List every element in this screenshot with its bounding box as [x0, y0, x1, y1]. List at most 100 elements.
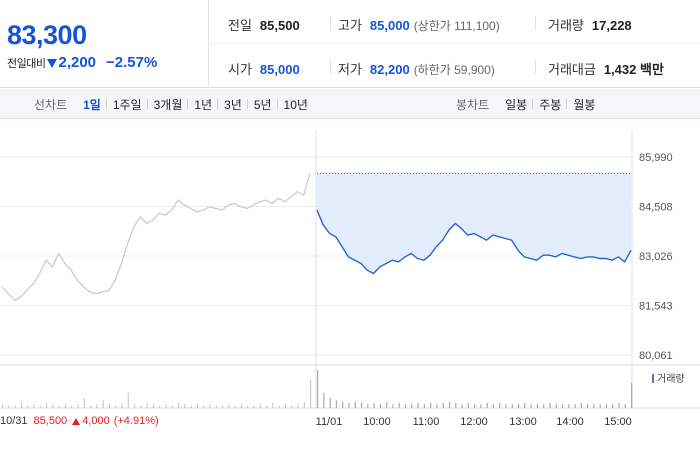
tab-monthly-candle[interactable]: 월봉: [566, 96, 601, 113]
volume-bar: [455, 402, 457, 408]
volume-bar: [184, 404, 186, 408]
upper-limit: (상한가 111,100): [413, 19, 500, 33]
volume-bar: [266, 405, 268, 408]
volume-bar: [543, 404, 545, 408]
price-chart-svg: 85,990 84,508 83,026 81,543 80,061 거래량 11/01 10…: [0, 130, 700, 428]
volume-value: 17,228: [591, 18, 632, 33]
volume-bar: [474, 404, 476, 408]
prev-close-value: 85,500: [259, 18, 300, 33]
volume-bar: [310, 380, 312, 408]
volume-bar: [108, 404, 111, 408]
divider: [535, 60, 536, 74]
low-value: 82,200: [369, 62, 410, 77]
below-prev-close-area: [317, 173, 631, 274]
price-axis-label: 80,061: [639, 350, 673, 362]
volume-bar: [39, 405, 41, 408]
volume-bar: [480, 404, 482, 408]
volume-cell: 거래량 17,228: [548, 15, 632, 34]
info-row-1: 전일 85,500 고가 85,000 (상한가 111,100) 거래량 17…: [210, 0, 700, 44]
volume-bar: [461, 404, 463, 408]
volume-bar: [605, 404, 608, 408]
volume-bar: [524, 402, 526, 408]
volume-bar: [631, 382, 633, 408]
price-chart[interactable]: 85,990 84,508 83,026 81,543 80,061 거래량 11/01 10…: [0, 120, 700, 450]
tab-3year[interactable]: 3년: [217, 96, 248, 113]
tab-10year[interactable]: 10년: [276, 96, 314, 113]
candle-chart-title: 봉차트: [456, 97, 490, 112]
volume-bar: [373, 402, 375, 408]
volume-bar: [52, 404, 54, 408]
info-row-2: 시가 85,000 저가 82,200 (하한가 59,900) 거래대금 1,…: [210, 44, 700, 88]
change-label: 전일대비: [7, 57, 46, 70]
volume-bar: [354, 401, 356, 408]
volume-bar: [348, 402, 350, 408]
change-rate: −2.57%: [106, 54, 158, 71]
tab-1year[interactable]: 1년: [187, 96, 218, 113]
tab-3month[interactable]: 3개월: [146, 96, 189, 113]
volume-label: 거래량: [548, 18, 584, 33]
tab-1week[interactable]: 1주일: [105, 96, 148, 113]
tab-weekly-candle[interactable]: 주봉: [532, 96, 567, 113]
volume-bar: [58, 405, 60, 408]
volume-bar: [196, 404, 199, 408]
amount-label: 거래대금: [548, 62, 596, 77]
volume-bar: [190, 405, 192, 408]
volume-bar: [272, 402, 274, 408]
volume-bar: [361, 402, 363, 408]
volume-bar: [228, 404, 230, 408]
volume-bar: [574, 404, 576, 408]
volume-bar: [492, 404, 494, 408]
volume-bar: [121, 402, 123, 408]
volume-bar: [297, 404, 299, 408]
volume-bar: [417, 402, 419, 408]
volume-bar: [77, 404, 79, 408]
volume-bar: [90, 405, 92, 408]
time-axis-label: 13:00: [509, 416, 537, 428]
volume-bar: [127, 392, 129, 408]
volume-bar: [329, 397, 331, 408]
current-price-box: 83,300 전일대비 2,200 −2.57%: [0, 0, 209, 88]
volume-bar: [568, 404, 570, 408]
high-cell: 고가 85,000 (상한가 111,100): [338, 15, 500, 34]
volume-bar: [159, 405, 161, 408]
volume-bar: [222, 405, 224, 408]
volume-bar: [102, 400, 104, 408]
volume-bar: [580, 402, 582, 408]
volume-bar: [411, 404, 413, 408]
volume-bar: [593, 404, 595, 408]
volume-bar: [555, 404, 557, 408]
time-axis-label: 14:00: [556, 416, 584, 428]
volume-bar: [14, 405, 16, 408]
candle-chart-tabs: 봉차트 일봉 주봉 월봉: [456, 89, 601, 119]
volume-legend-label: 거래량: [657, 373, 685, 385]
volume-bar: [20, 401, 23, 408]
line-chart-title: 선차트: [34, 97, 68, 112]
tab-1day[interactable]: 1일: [83, 97, 101, 112]
volume-bar: [549, 402, 551, 408]
volume-legend-marker: [652, 374, 654, 383]
volume-bar: [423, 404, 425, 408]
volume-bar: [178, 402, 180, 408]
down-triangle-icon: [47, 58, 58, 68]
volume-bar: [146, 402, 148, 408]
price-axis-label: 83,026: [639, 251, 673, 263]
volume-bar: [8, 405, 10, 408]
prev-day-price-line: [1, 173, 311, 302]
volume-bar: [284, 404, 287, 408]
volume-bar: [33, 404, 35, 408]
tab-daily-candle[interactable]: 일봉: [505, 97, 528, 112]
up-triangle-icon: [72, 417, 81, 425]
divider: [330, 16, 331, 30]
volume-bar: [442, 402, 444, 408]
volume-bar: [467, 402, 469, 408]
volume-bar: [46, 402, 48, 408]
volume-bar: [253, 405, 255, 408]
tab-5year[interactable]: 5년: [246, 96, 278, 113]
time-axis-label: 10:00: [363, 416, 391, 428]
volume-bar: [96, 404, 98, 408]
high-value: 85,000: [369, 18, 410, 33]
price-axis-label: 81,543: [639, 301, 673, 313]
volume-bar: [624, 404, 626, 408]
volume-bar: [499, 402, 501, 408]
volume-bar: [234, 405, 236, 408]
